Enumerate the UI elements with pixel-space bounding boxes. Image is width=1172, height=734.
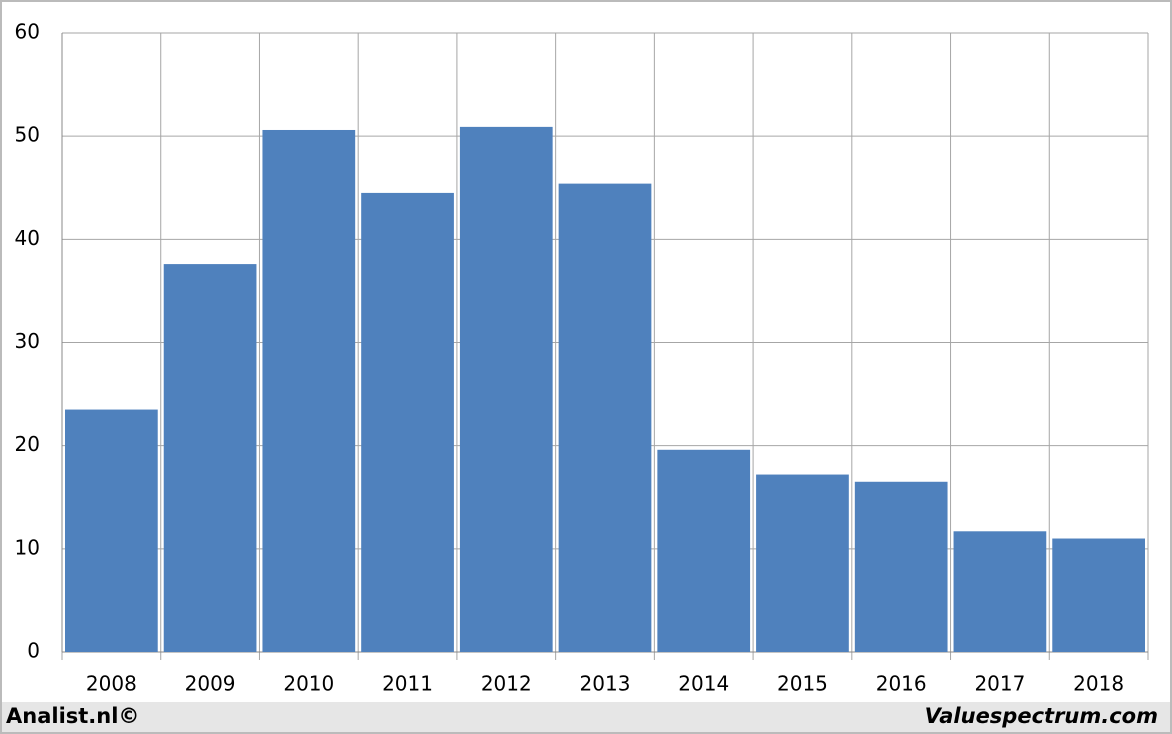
- bar: [262, 129, 356, 652]
- x-tick-label: 2012: [481, 672, 532, 696]
- bar: [459, 126, 553, 653]
- bar: [558, 183, 652, 652]
- footer-band: [2, 702, 1170, 732]
- footer-left: Analist.nl©: [6, 704, 139, 728]
- y-tick-label: 30: [15, 329, 40, 353]
- x-tick-label: 2018: [1073, 672, 1124, 696]
- bar: [854, 481, 948, 652]
- y-tick-label: 10: [15, 535, 40, 559]
- y-tick-label: 50: [15, 123, 40, 147]
- x-tick-label: 2008: [86, 672, 137, 696]
- x-tick-label: 2015: [777, 672, 828, 696]
- x-tick-label: 2009: [185, 672, 236, 696]
- bar: [657, 449, 751, 652]
- y-tick-label: 20: [15, 432, 40, 456]
- y-tick-label: 0: [27, 639, 40, 663]
- bar: [953, 531, 1047, 652]
- footer-right: Valuespectrum.com: [925, 704, 1158, 728]
- x-tick-label: 2011: [382, 672, 433, 696]
- bar: [163, 264, 257, 652]
- x-tick-label: 2013: [580, 672, 631, 696]
- x-tick-label: 2017: [974, 672, 1025, 696]
- x-tick-label: 2010: [283, 672, 334, 696]
- bar: [756, 474, 849, 652]
- x-tick-label: 2016: [876, 672, 927, 696]
- y-tick-label: 60: [15, 20, 40, 44]
- x-tick-label: 2014: [678, 672, 729, 696]
- bar: [65, 409, 158, 652]
- bar: [1052, 538, 1145, 652]
- y-tick-label: 40: [15, 226, 40, 250]
- bar: [361, 192, 454, 653]
